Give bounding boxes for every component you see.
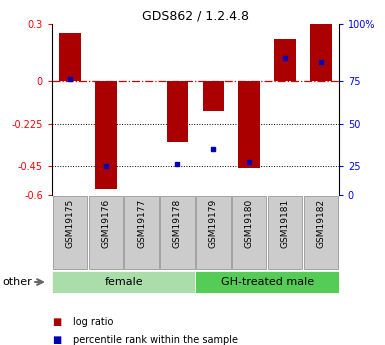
FancyBboxPatch shape bbox=[304, 196, 338, 269]
Text: ■: ■ bbox=[52, 335, 61, 345]
FancyBboxPatch shape bbox=[160, 196, 195, 269]
Bar bbox=[167, 81, 188, 142]
Bar bbox=[95, 81, 117, 189]
Text: GSM19180: GSM19180 bbox=[244, 199, 254, 248]
Bar bbox=[310, 24, 331, 81]
Bar bbox=[238, 81, 260, 168]
Bar bbox=[203, 81, 224, 111]
Bar bbox=[52, 271, 195, 293]
Text: GSM19179: GSM19179 bbox=[209, 199, 218, 248]
Bar bbox=[59, 33, 81, 81]
Text: GSM19181: GSM19181 bbox=[281, 199, 290, 248]
Text: female: female bbox=[104, 277, 143, 287]
Text: GSM19182: GSM19182 bbox=[316, 199, 325, 248]
FancyBboxPatch shape bbox=[89, 196, 123, 269]
Text: GH-treated male: GH-treated male bbox=[221, 277, 314, 287]
FancyBboxPatch shape bbox=[124, 196, 159, 269]
Title: GDS862 / 1.2.4.8: GDS862 / 1.2.4.8 bbox=[142, 10, 249, 23]
Text: GSM19176: GSM19176 bbox=[101, 199, 110, 248]
FancyBboxPatch shape bbox=[232, 196, 266, 269]
FancyBboxPatch shape bbox=[196, 196, 231, 269]
Text: log ratio: log ratio bbox=[73, 317, 114, 327]
Bar bbox=[274, 39, 296, 81]
FancyBboxPatch shape bbox=[53, 196, 87, 269]
Text: GSM19178: GSM19178 bbox=[173, 199, 182, 248]
FancyBboxPatch shape bbox=[268, 196, 302, 269]
Text: ■: ■ bbox=[52, 317, 61, 327]
Text: GSM19175: GSM19175 bbox=[65, 199, 74, 248]
Text: percentile rank within the sample: percentile rank within the sample bbox=[73, 335, 238, 345]
Text: other: other bbox=[2, 277, 32, 287]
Text: GSM19177: GSM19177 bbox=[137, 199, 146, 248]
Bar bbox=[195, 271, 339, 293]
